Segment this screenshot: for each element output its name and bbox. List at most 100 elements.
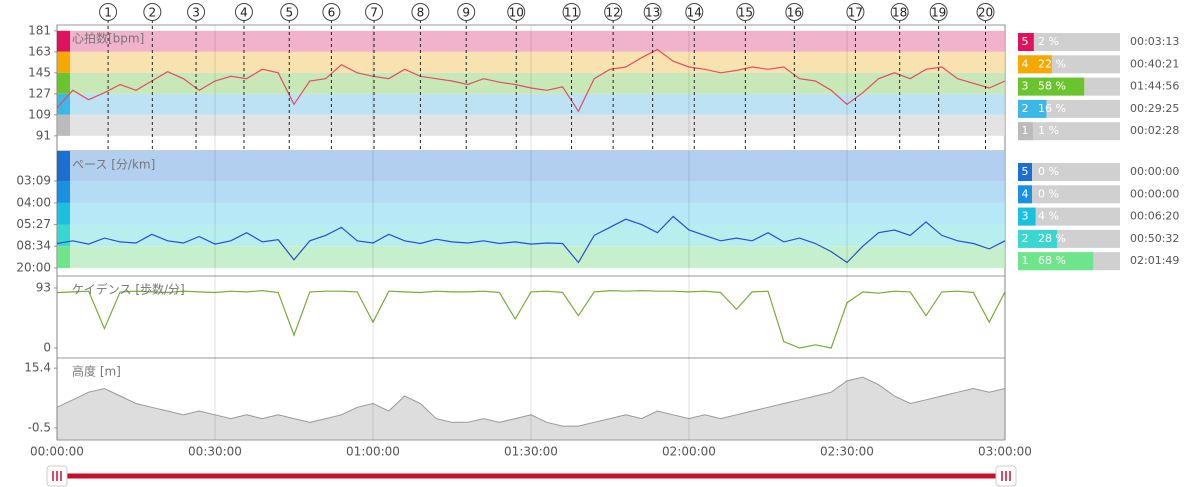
y-tick-label: 03:09	[16, 174, 51, 188]
lap-marker	[685, 3, 704, 21]
zone-time: 00:06:20	[1130, 210, 1179, 223]
lap-marker	[322, 3, 341, 21]
lap-marker	[507, 3, 526, 21]
lap-label: 14	[687, 6, 702, 20]
zone-band	[57, 202, 1005, 225]
lap-label: 15	[738, 6, 753, 20]
zone-marker	[57, 181, 70, 203]
lap-marker	[604, 3, 623, 21]
lap-marker	[976, 3, 995, 21]
zone-index-box	[1018, 229, 1032, 248]
zone-time: 02:01:49	[1130, 254, 1179, 267]
data-line	[56, 48, 1006, 113]
zone-time: 00:00:00	[1130, 187, 1179, 200]
lap-marker	[846, 3, 865, 21]
zone-index-box	[1018, 99, 1032, 118]
x-tick-label: 02:30:00	[820, 445, 874, 459]
zone-index: 5	[1022, 35, 1029, 48]
zone-bar-bg	[1018, 33, 1120, 51]
zone-bar-bg	[1018, 207, 1120, 226]
zone-band	[57, 72, 1005, 94]
zone-index: 5	[1022, 165, 1029, 178]
y-tick-label: 145	[28, 65, 51, 79]
lap-label: 7	[370, 6, 378, 20]
lap-marker	[187, 3, 206, 21]
x-tick-label: 01:30:00	[504, 445, 558, 459]
y-tick-label: 91	[36, 128, 51, 142]
zone-band	[57, 246, 1005, 268]
lap-label: 10	[509, 6, 524, 20]
zone-percent: 4 %	[1038, 210, 1059, 223]
zone-marker	[57, 202, 70, 225]
zone-index: 3	[1022, 210, 1029, 223]
zone-index-box	[1018, 185, 1032, 204]
zone-time: 00:03:13	[1130, 35, 1179, 48]
lap-marker	[143, 3, 162, 21]
zone-percent: 0 %	[1038, 165, 1059, 178]
lap-marker	[280, 3, 299, 21]
x-tick-label: 02:00:00	[662, 445, 716, 459]
y-tick-label: 109	[28, 107, 51, 121]
zone-bar	[1032, 207, 1036, 226]
zone-percent: 1 %	[1038, 124, 1059, 137]
zone-bar	[1032, 229, 1058, 248]
y-tick-label: 0	[43, 341, 51, 355]
zone-index-box	[1018, 122, 1032, 141]
lap-marker	[457, 3, 476, 21]
data-line	[56, 289, 1006, 349]
zone-bar	[1032, 99, 1047, 118]
zone-band	[57, 93, 1005, 115]
zone-percent: 22 %	[1038, 57, 1066, 70]
lap-label: 9	[462, 6, 470, 20]
lap-marker	[785, 3, 804, 21]
zone-bar	[1032, 33, 1034, 51]
zone-percent: 2 %	[1038, 35, 1059, 48]
lap-label: 5	[285, 6, 293, 20]
zone-index-box	[1018, 55, 1032, 74]
lap-marker	[365, 3, 384, 21]
x-tick-label: 01:00:00	[346, 445, 400, 459]
lap-label: 18	[892, 6, 907, 20]
zone-marker	[57, 246, 70, 268]
lap-marker	[411, 3, 430, 21]
handle-grip	[52, 471, 62, 481]
lap-label: 11	[564, 6, 579, 20]
zone-bar-bg	[1018, 122, 1120, 141]
zone-index: 4	[1022, 187, 1029, 200]
zone-index: 3	[1022, 80, 1029, 93]
zone-band	[57, 151, 1005, 182]
zone-bar	[1032, 55, 1052, 74]
zone-index-box	[1018, 207, 1032, 226]
panel-title: ペース [分/km]	[72, 158, 155, 172]
lap-label: 3	[192, 6, 200, 20]
panel-title: 高度 [m]	[72, 364, 121, 379]
lap-label: 8	[417, 6, 425, 20]
zone-time: 00:29:25	[1130, 102, 1179, 115]
zone-index: 1	[1022, 124, 1029, 137]
handle-grip	[1001, 471, 1011, 481]
y-tick-label: 127	[28, 86, 51, 100]
y-tick-label: 163	[28, 44, 51, 58]
zone-bar-bg	[1018, 185, 1120, 204]
zone-band	[57, 30, 1005, 52]
data-area	[56, 376, 1006, 441]
zone-band	[57, 114, 1005, 136]
zone-bar	[1032, 122, 1033, 141]
lap-marker	[562, 3, 581, 21]
zone-marker	[57, 51, 70, 73]
zone-index-box	[1018, 33, 1032, 51]
x-tick-label: 00:30:00	[188, 445, 242, 459]
zone-index-box	[1018, 252, 1032, 271]
zone-percent: 68 %	[1038, 254, 1066, 267]
y-tick-label: 05:27	[16, 217, 51, 231]
lap-marker	[929, 3, 948, 21]
zone-time: 00:02:28	[1130, 124, 1179, 137]
zone-time: 00:00:00	[1130, 165, 1179, 178]
zone-marker	[57, 114, 70, 136]
zone-marker	[57, 93, 70, 115]
lap-label: 16	[787, 6, 802, 20]
zone-marker	[57, 151, 70, 182]
zone-percent: 28 %	[1038, 232, 1066, 245]
